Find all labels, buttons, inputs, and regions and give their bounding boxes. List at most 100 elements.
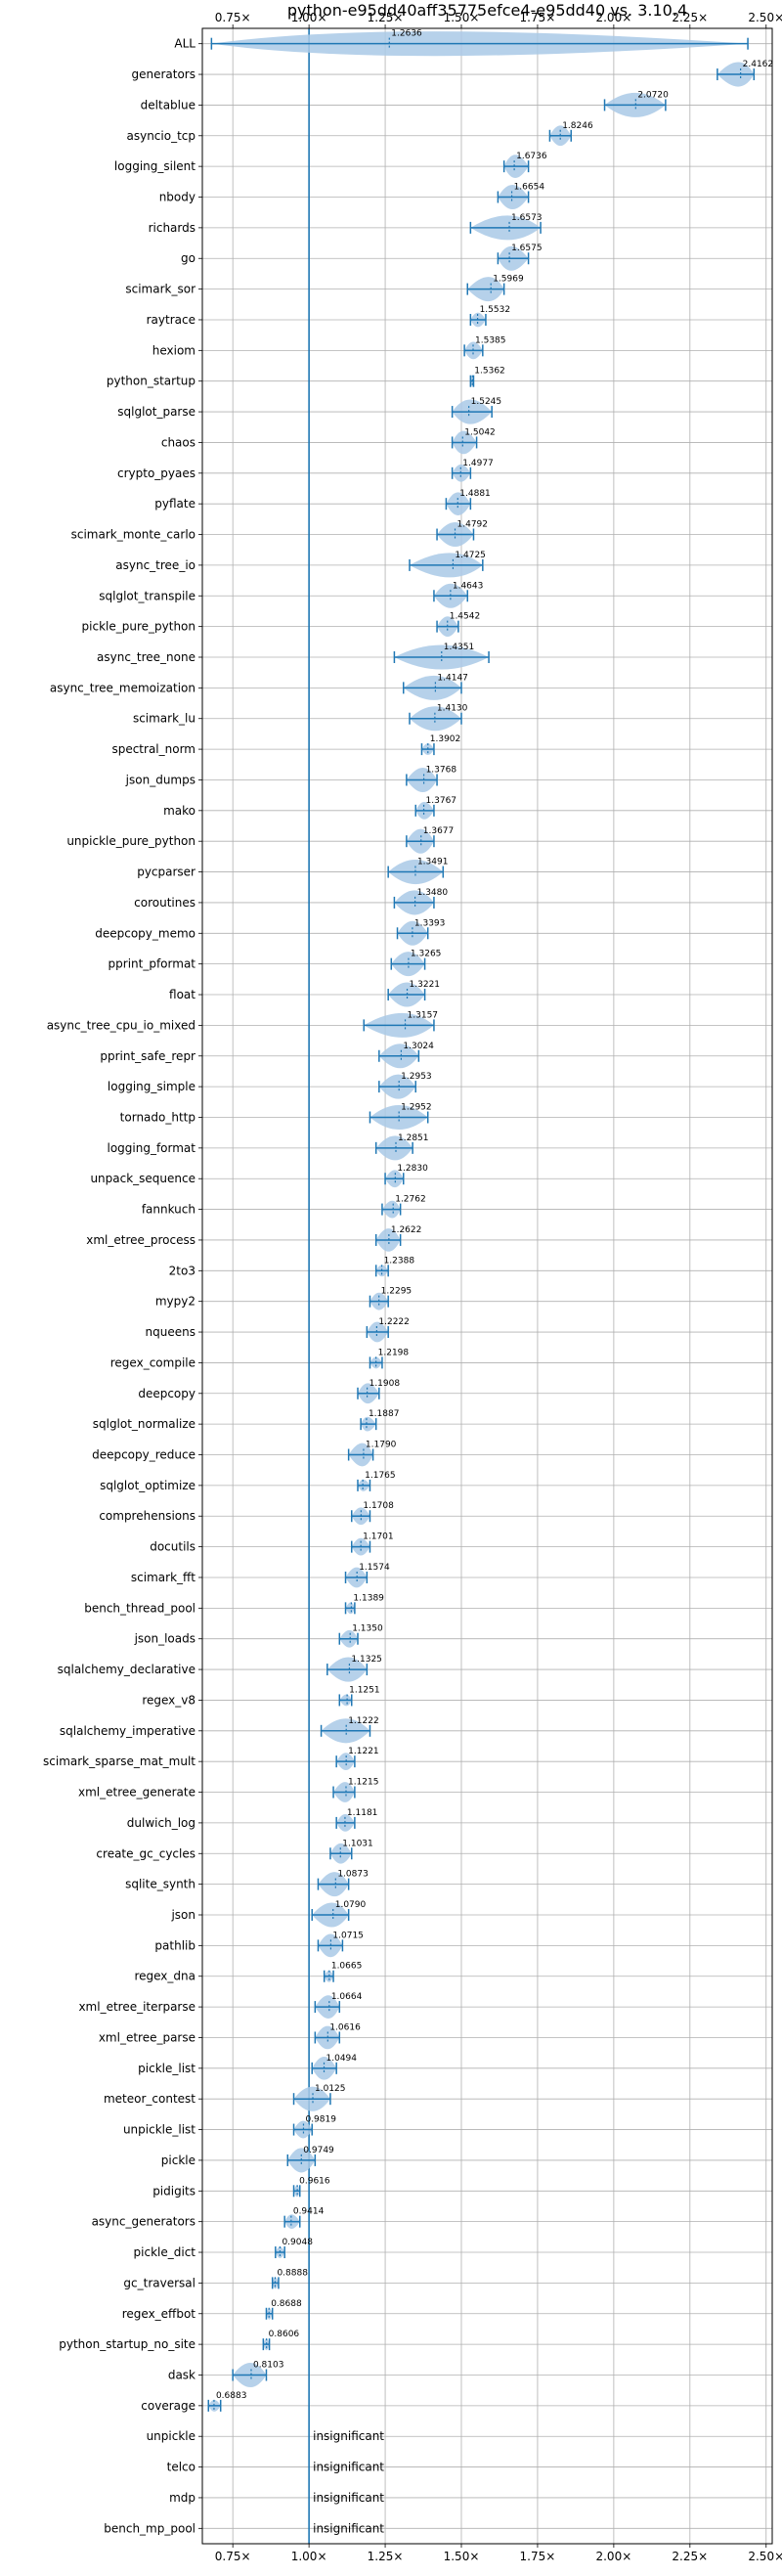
category-label: pickle_dict xyxy=(134,2245,196,2259)
category-label: scimark_sor xyxy=(125,283,196,296)
category-label: sqlite_synth xyxy=(125,1878,196,1891)
value-label: 1.3157 xyxy=(408,1010,439,1020)
value-label: 1.4351 xyxy=(444,643,475,652)
category-label: docutils xyxy=(150,1540,196,1554)
category-label: sqlglot_transpile xyxy=(99,589,196,602)
value-label: 1.2295 xyxy=(381,1287,413,1297)
chart-title: python-e95dd40aff35775efce4-e95dd40 vs. … xyxy=(287,1,687,20)
value-label: 1.3767 xyxy=(426,796,457,806)
value-label: 1.1908 xyxy=(369,1379,401,1389)
category-label: comprehensions xyxy=(99,1509,196,1523)
category-label: pprint_safe_repr xyxy=(100,1049,196,1063)
value-label: 0.8888 xyxy=(277,2268,308,2278)
value-label: 1.0873 xyxy=(337,1870,369,1880)
value-label: 1.4130 xyxy=(437,704,468,714)
category-label: json xyxy=(170,1908,196,1922)
x-tick-label-top: 1.25× xyxy=(368,11,404,24)
value-label: 1.1215 xyxy=(348,1778,379,1788)
value-label: 1.0494 xyxy=(326,2054,358,2064)
value-label: 1.0616 xyxy=(329,2022,361,2032)
category-label: raytrace xyxy=(147,313,196,327)
x-tick-label-bottom: 2.25× xyxy=(672,2550,708,2563)
category-label: scimark_lu xyxy=(133,712,196,726)
category-label: meteor_contest xyxy=(104,2092,196,2106)
value-label: 1.1701 xyxy=(363,1532,394,1542)
value-label: 1.2636 xyxy=(391,29,422,39)
plot-frame xyxy=(201,27,773,2545)
value-label: 1.3768 xyxy=(426,765,457,775)
category-label: pickle xyxy=(161,2154,196,2167)
value-label: 1.4147 xyxy=(437,673,468,683)
value-label: 1.1181 xyxy=(347,1808,378,1818)
value-label: 1.4977 xyxy=(462,459,494,468)
category-label: pickle_pure_python xyxy=(82,620,196,634)
x-tick-label-top: 1.75× xyxy=(520,11,556,24)
value-label: 1.5385 xyxy=(475,335,506,345)
category-label: logging_format xyxy=(107,1141,196,1155)
value-label: 1.3024 xyxy=(403,1042,434,1051)
category-label: logging_simple xyxy=(108,1080,196,1093)
value-label: 1.4643 xyxy=(453,581,484,591)
value-label: 0.9414 xyxy=(293,2207,325,2217)
category-label: xml_etree_generate xyxy=(78,1786,196,1799)
category-label: bench_mp_pool xyxy=(104,2521,196,2535)
value-label: 1.4881 xyxy=(459,489,491,499)
category-label: sqlalchemy_declarative xyxy=(58,1663,196,1676)
x-tick-label-top: 0.75× xyxy=(215,11,251,24)
category-label: deepcopy_memo xyxy=(95,926,196,940)
value-label: 1.1350 xyxy=(352,1624,383,1634)
value-label: 1.2830 xyxy=(397,1164,428,1174)
category-label: json_loads xyxy=(134,1632,196,1646)
category-label: unpickle_list xyxy=(123,2123,196,2137)
category-label: pickle_list xyxy=(138,2062,196,2075)
category-label: asyncio_tcp xyxy=(126,129,196,143)
value-label: 1.3265 xyxy=(411,950,442,959)
category-label: async_tree_io xyxy=(115,558,196,572)
category-label: async_tree_none xyxy=(97,650,196,664)
x-tick-label-bottom: 2.50× xyxy=(748,2550,782,2563)
value-label: 1.1222 xyxy=(348,1716,379,1726)
x-tick-label-bottom: 0.75× xyxy=(215,2550,251,2563)
category-label: richards xyxy=(149,221,196,235)
value-label: 1.0665 xyxy=(331,1962,363,1972)
category-label: dulwich_log xyxy=(127,1816,196,1830)
value-label: 1.3677 xyxy=(423,826,455,836)
category-label: sqlglot_optimize xyxy=(100,1479,196,1492)
category-label: async_generators xyxy=(92,2215,196,2229)
category-label: json_dumps xyxy=(125,773,196,786)
category-label: gc_traversal xyxy=(123,2276,196,2289)
value-label: 0.6883 xyxy=(216,2391,247,2401)
category-label: spectral_norm xyxy=(111,742,196,756)
value-label: 1.1251 xyxy=(349,1685,380,1695)
value-label: 1.3393 xyxy=(414,918,446,928)
category-label: sqlalchemy_imperative xyxy=(60,1724,196,1738)
insignificant-label: insignificant xyxy=(313,2491,384,2505)
value-label: 1.2622 xyxy=(391,1225,422,1235)
category-label: pyflate xyxy=(154,497,196,511)
value-label: 1.2222 xyxy=(378,1317,410,1327)
x-tick-label-top: 2.25× xyxy=(672,11,708,24)
category-label: python_startup_no_site xyxy=(59,2337,196,2351)
x-tick-label-top: 1.50× xyxy=(444,11,480,24)
category-label: create_gc_cycles xyxy=(96,1846,196,1860)
value-label: 0.8606 xyxy=(269,2330,300,2339)
x-tick-label-bottom: 2.00× xyxy=(595,2550,631,2563)
value-label: 1.5245 xyxy=(471,397,502,407)
category-label: pycparser xyxy=(137,866,196,879)
category-label: mypy2 xyxy=(155,1295,196,1309)
value-label: 1.0125 xyxy=(315,2084,346,2094)
value-label: 0.8688 xyxy=(271,2299,302,2309)
insignificant-label: insignificant xyxy=(313,2461,384,2474)
value-label: 1.0715 xyxy=(332,1931,364,1940)
category-label: unpack_sequence xyxy=(90,1172,196,1185)
value-label: 1.1221 xyxy=(348,1747,379,1756)
category-label: nqueens xyxy=(146,1325,196,1339)
category-label: pprint_pformat xyxy=(109,957,196,971)
x-tick-label-bottom: 1.25× xyxy=(368,2550,404,2563)
category-label: async_tree_memoization xyxy=(50,681,196,694)
category-label: chaos xyxy=(161,435,196,449)
value-label: 1.5532 xyxy=(480,305,511,315)
x-tick-label-top: 2.50× xyxy=(748,11,782,24)
category-label: fannkuch xyxy=(142,1203,196,1217)
